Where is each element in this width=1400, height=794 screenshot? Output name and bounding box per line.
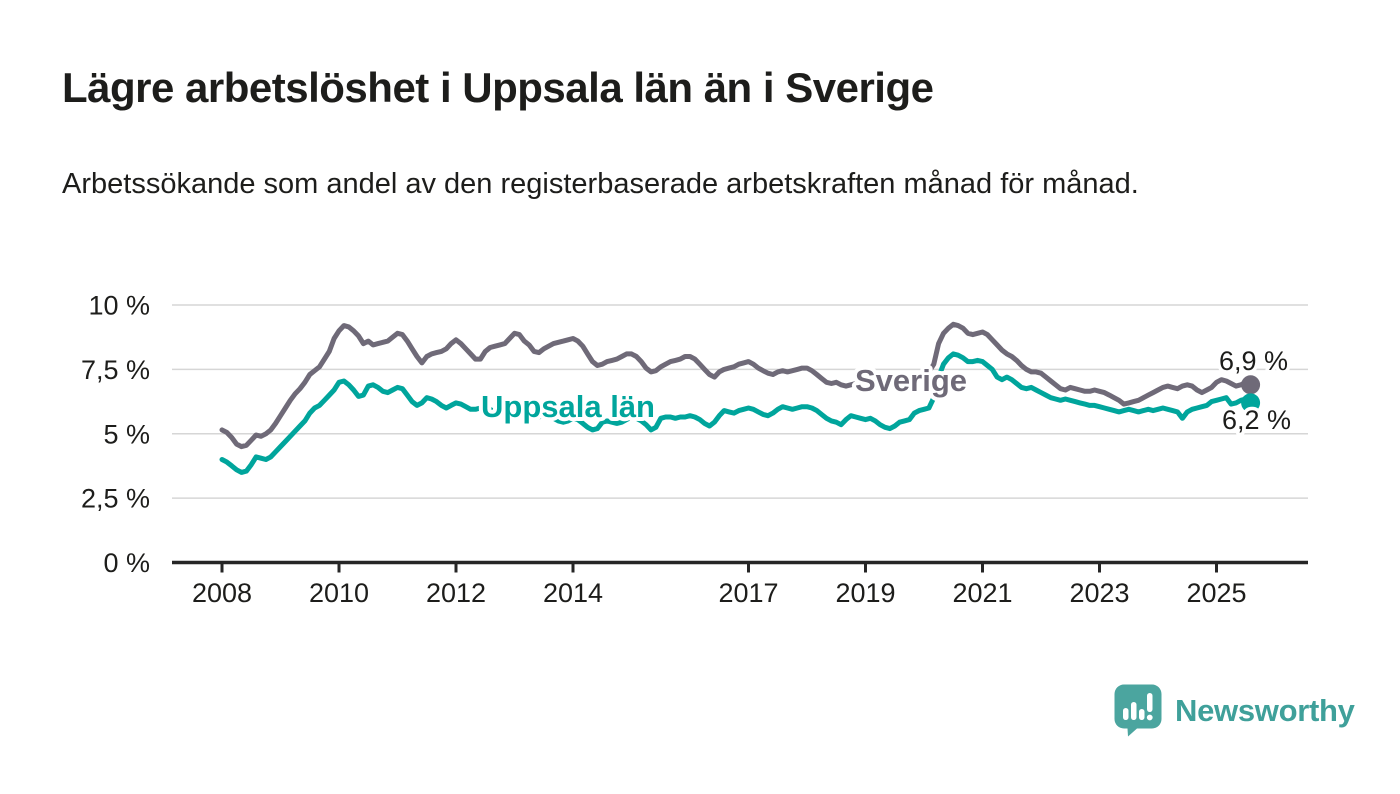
end-value-annotation: 6,9 %	[1219, 346, 1288, 376]
series-label: Uppsala län	[481, 389, 655, 424]
x-tick-label: 2021	[952, 578, 1012, 608]
x-tick-label: 2023	[1069, 578, 1129, 608]
x-tick-label: 2014	[543, 578, 603, 608]
x-tick-label: 2008	[192, 578, 252, 608]
newsworthy-branding: Newsworthy	[1114, 684, 1355, 737]
y-tick-label: 0 %	[103, 548, 150, 578]
y-tick-label: 2,5 %	[81, 484, 150, 514]
y-tick-label: 10 %	[88, 291, 150, 321]
y-tick-label: 7,5 %	[81, 355, 150, 385]
logo-bar-tall	[1131, 702, 1137, 720]
page-title: Lägre arbetslöshet i Uppsala län än i Sv…	[62, 64, 934, 111]
logo-exclamation-dot	[1146, 714, 1153, 721]
logo-bubble	[1114, 684, 1162, 737]
x-tick-label: 2017	[718, 578, 778, 608]
series-label: Sverige	[855, 363, 967, 398]
logo-bar-small	[1123, 708, 1129, 720]
end-value-annotation: 6,2 %	[1222, 405, 1291, 435]
series-end-dot-uppsala-län	[1241, 393, 1261, 413]
page-subtitle: Arbetssökande som andel av den registerb…	[62, 168, 1139, 200]
series-line-uppsala-län	[219, 351, 1254, 475]
newsworthy-logo-icon	[1114, 684, 1162, 737]
x-tick-label: 2025	[1186, 578, 1246, 608]
x-tick-label: 2012	[426, 578, 486, 608]
y-tick-label: 5 %	[103, 419, 150, 449]
x-tick-label: 2010	[309, 578, 369, 608]
x-tick-label: 2019	[835, 578, 895, 608]
series-end-dot-sverige	[1241, 375, 1261, 395]
series-line-sverige	[219, 321, 1254, 450]
logo-exclamation-bar	[1147, 693, 1153, 712]
logo-bar-medium	[1139, 709, 1145, 720]
brand-name: Newsworthy	[1175, 692, 1355, 728]
